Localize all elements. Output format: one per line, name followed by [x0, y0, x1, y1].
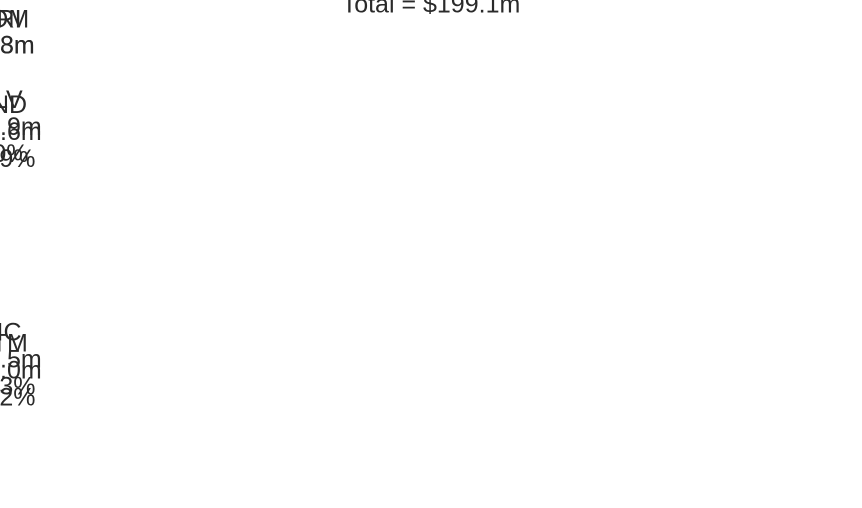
tile-label: DOM: [0, 5, 29, 33]
tile-label: $0.3m: [0, 31, 35, 59]
tile-label: NIC: [0, 319, 22, 347]
tile-label: $30.5m: [0, 346, 42, 374]
tile-label: $57.6m: [0, 118, 42, 146]
tile-label: 28.9%: [0, 145, 35, 173]
tile-label: GTM: [0, 330, 28, 358]
tile-label: $13.9m: [0, 113, 42, 141]
tile-label: 7.0%: [0, 140, 28, 168]
tile-label: 48.2%: [0, 384, 35, 412]
chart-title: Total = $199.1m: [342, 0, 521, 19]
tile-label: HND: [0, 91, 27, 119]
tile-label: 15.3%: [0, 373, 35, 401]
tile-label: $96.0m: [0, 357, 42, 385]
tile-label: SLV: [0, 86, 23, 114]
tile-label: $0.8m: [0, 31, 35, 59]
tile-label: CRI: [0, 5, 22, 33]
